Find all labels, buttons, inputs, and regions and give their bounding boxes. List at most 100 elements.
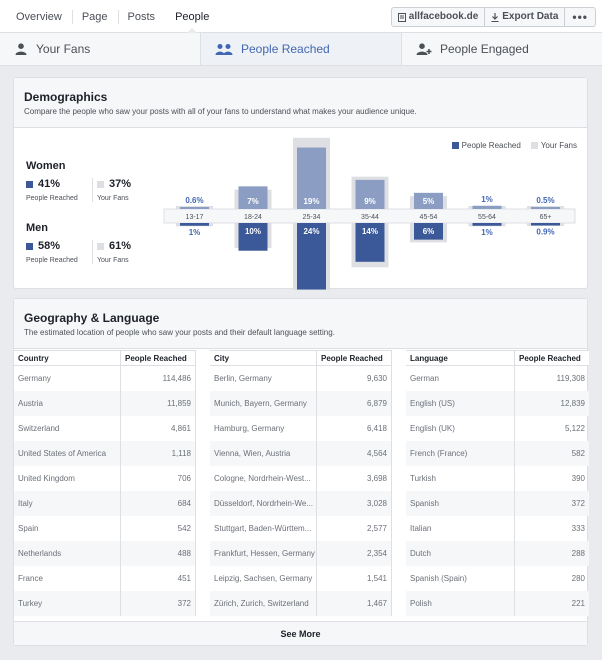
fans-icon <box>15 43 27 55</box>
table-row: Turkey 372 <box>14 591 195 616</box>
country-name: Netherlands <box>18 549 62 558</box>
men-reached-bar <box>472 223 502 226</box>
city-name: Frankfurt, Hessen, Germany <box>214 549 315 558</box>
city-name: Munich, Bayern, Germany <box>214 399 307 408</box>
people-reached-value: 3,698 <box>316 466 391 491</box>
table-row: Cologne, Nordrhein-West... 3,698 <box>210 466 391 491</box>
geography-title: Geography & Language <box>24 311 160 325</box>
demographics-card: Demographics Compare the people who saw … <box>13 77 588 290</box>
table-row: French (France) 582 <box>406 441 589 466</box>
people-reached-value: 542 <box>120 516 195 541</box>
people-reached-column-header[interactable]: People Reached <box>316 351 391 365</box>
table-row: France 451 <box>14 566 195 591</box>
export-data-label: Export Data <box>502 11 559 22</box>
table-row: German 119,308 <box>406 366 589 391</box>
see-more-button[interactable]: See More <box>14 621 587 645</box>
geography-subtitle: The estimated location of people who saw… <box>24 328 335 337</box>
city-name: Zürich, Zurich, Switzerland <box>214 599 309 608</box>
city-name: Düsseldorf, Nordrhein-We... <box>214 499 313 508</box>
people-reached-value: 451 <box>120 566 195 591</box>
people-engaged-icon <box>416 43 432 55</box>
site-button[interactable]: allfacebook.de <box>392 8 484 26</box>
men-reached-label: People Reached <box>26 257 78 264</box>
people-reached-column-header[interactable]: People Reached <box>120 351 195 365</box>
men-reached-bar <box>297 223 326 290</box>
tab-posts[interactable]: Posts <box>117 0 166 33</box>
people-reached-icon <box>215 44 233 55</box>
people-reached-value: 6,879 <box>316 391 391 416</box>
tab-people-engaged[interactable]: People Engaged <box>401 33 602 65</box>
tab-people-reached-label: People Reached <box>241 42 330 56</box>
people-reached-value: 280 <box>514 566 589 591</box>
table-row: Zürich, Zurich, Switzerland 1,467 <box>210 591 391 616</box>
people-reached-value: 114,486 <box>120 366 195 391</box>
table-row: Frankfurt, Hessen, Germany 2,354 <box>210 541 391 566</box>
site-label: allfacebook.de <box>408 11 479 22</box>
language-name: Turkish <box>410 474 436 483</box>
women-reached-bar <box>180 207 209 209</box>
tab-people-reached[interactable]: People Reached <box>200 33 401 65</box>
table-row: Germany 114,486 <box>14 366 195 391</box>
demographics-header: Demographics Compare the people who saw … <box>14 78 587 128</box>
tab-people[interactable]: People <box>165 0 219 34</box>
table-row: Berlin, Germany 9,630 <box>210 366 391 391</box>
men-summary: Men 58% People Reached 61% Your Fans <box>26 222 158 264</box>
language-name: English (UK) <box>410 424 455 433</box>
age-gender-chart: 13-17 0.6% 1% 18-24 7% 10% 25-34 19% 24% 35-44 9% 1… <box>163 137 576 290</box>
table-row: Hamburg, Germany 6,418 <box>210 416 391 441</box>
tab-page[interactable]: Page <box>71 0 118 33</box>
country-name: Austria <box>18 399 43 408</box>
men-title: Men <box>26 222 48 234</box>
tab-overview[interactable]: Overview <box>16 11 62 23</box>
people-reached-column-header[interactable]: People Reached <box>514 351 589 365</box>
table-row: Turkish 390 <box>406 466 589 491</box>
table-row: Netherlands 488 <box>14 541 195 566</box>
language-name: Dutch <box>410 549 431 558</box>
table-row: Vienna, Wien, Austria 4,564 <box>210 441 391 466</box>
language-name: German <box>410 374 439 383</box>
city-column-header[interactable]: City <box>214 354 230 363</box>
men-data-label: 10% <box>245 227 261 236</box>
women-data-label: 1% <box>481 195 493 204</box>
women-data-label: 9% <box>364 197 376 206</box>
geography-card: Geography & Language The estimated locat… <box>13 298 589 646</box>
language-name: Spanish (Spain) <box>410 574 467 583</box>
men-reached-bar <box>355 223 385 262</box>
export-data-button[interactable]: Export Data <box>484 8 564 26</box>
people-reached-value: 706 <box>120 466 195 491</box>
geography-tables: Country People Reached Germany 114,486 Austr… <box>14 350 589 616</box>
download-icon <box>491 12 499 22</box>
men-fans-value: 61% <box>97 240 158 252</box>
demographics-subtitle: Compare the people who saw your posts wi… <box>24 107 417 116</box>
language-name: Polish <box>410 599 432 608</box>
city-name: Leipzig, Sachsen, Germany <box>214 574 313 583</box>
women-data-label: 7% <box>247 197 259 206</box>
table-row: Stuttgart, Baden-Württem... 2,577 <box>210 516 391 541</box>
people-reached-value: 1,541 <box>316 566 391 591</box>
language-name: French (France) <box>410 449 468 458</box>
women-fans-value: 37% <box>97 178 158 190</box>
men-data-label: 6% <box>423 227 435 236</box>
country-column-header[interactable]: Country <box>18 354 49 363</box>
table-row: Dutch 288 <box>406 541 589 566</box>
people-reached-value: 6,418 <box>316 416 391 441</box>
people-reached-value: 1,467 <box>316 591 391 616</box>
country-name: Switzerland <box>18 424 60 433</box>
people-reached-value: 5,122 <box>514 416 589 441</box>
city-name: Berlin, Germany <box>214 374 272 383</box>
women-data-label: 0.5% <box>536 196 554 205</box>
table-row: Italian 333 <box>406 516 589 541</box>
women-data-label: 19% <box>303 197 319 206</box>
country-name: Germany <box>18 374 51 383</box>
geography-header: Geography & Language The estimated locat… <box>14 299 587 349</box>
tab-your-fans[interactable]: Your Fans <box>0 33 200 65</box>
language-column-header[interactable]: Language <box>410 354 448 363</box>
people-reached-value: 2,577 <box>316 516 391 541</box>
more-options-button[interactable]: ••• <box>564 8 595 26</box>
chart-legend: People Reached Your Fans <box>451 141 577 150</box>
language-name: Spanish <box>410 499 439 508</box>
table-row: Austria 11,859 <box>14 391 195 416</box>
page-icon <box>397 12 406 22</box>
men-data-label: 14% <box>362 227 378 236</box>
table-row: Spanish (Spain) 280 <box>406 566 589 591</box>
